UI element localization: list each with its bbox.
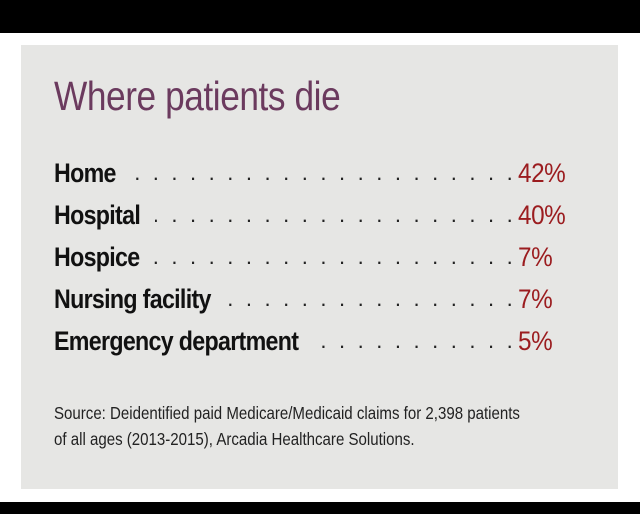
content-panel: Where patients die Home . . . . . . . . .… — [21, 45, 618, 489]
bottom-frame-bar — [0, 502, 640, 514]
category-label: Nursing facility — [54, 284, 211, 314]
data-row: Hospital . . . . . . . . . . . . . . . . … — [54, 199, 604, 241]
data-row: Emergency department . . . . . . . . . . … — [54, 325, 604, 367]
category-label: Hospice — [54, 242, 140, 272]
category-label: Hospital — [54, 200, 141, 230]
source-line-2: of all ages (2013-2015), Arcadia Healthc… — [54, 429, 415, 449]
category-label: Emergency department — [54, 326, 299, 356]
value-label: 7% — [518, 242, 553, 272]
data-row: Hospice . . . . . . . . . . . . . . . . .… — [54, 241, 604, 283]
data-row: Nursing facility . . . . . . . . . . . . … — [54, 283, 604, 325]
leader-dots: . . . . . . . . . . . . . . . . . . . . … — [225, 286, 516, 311]
data-table: Home . . . . . . . . . . . . . . . . . . … — [54, 157, 604, 367]
value-label: 7% — [518, 284, 553, 314]
value-label: 5% — [518, 326, 553, 356]
leader-dots: . . . . . . . . . . . . . . . . . . . . … — [313, 328, 516, 353]
value-label: 40% — [518, 200, 566, 230]
leader-dots: . . . . . . . . . . . . . . . . . . . . … — [130, 160, 516, 185]
data-row: Home . . . . . . . . . . . . . . . . . . … — [54, 157, 604, 199]
leader-dots: . . . . . . . . . . . . . . . . . . . . … — [155, 202, 516, 227]
category-label: Home — [54, 158, 116, 188]
leader-dots: . . . . . . . . . . . . . . . . . . . . … — [154, 244, 516, 269]
chart-title: Where patients die — [54, 73, 341, 119]
value-label: 42% — [518, 158, 566, 188]
source-note: Source: Deidentified paid Medicare/Medic… — [54, 400, 587, 452]
source-line-1: Source: Deidentified paid Medicare/Medic… — [54, 403, 520, 423]
top-frame-bar — [0, 0, 640, 33]
